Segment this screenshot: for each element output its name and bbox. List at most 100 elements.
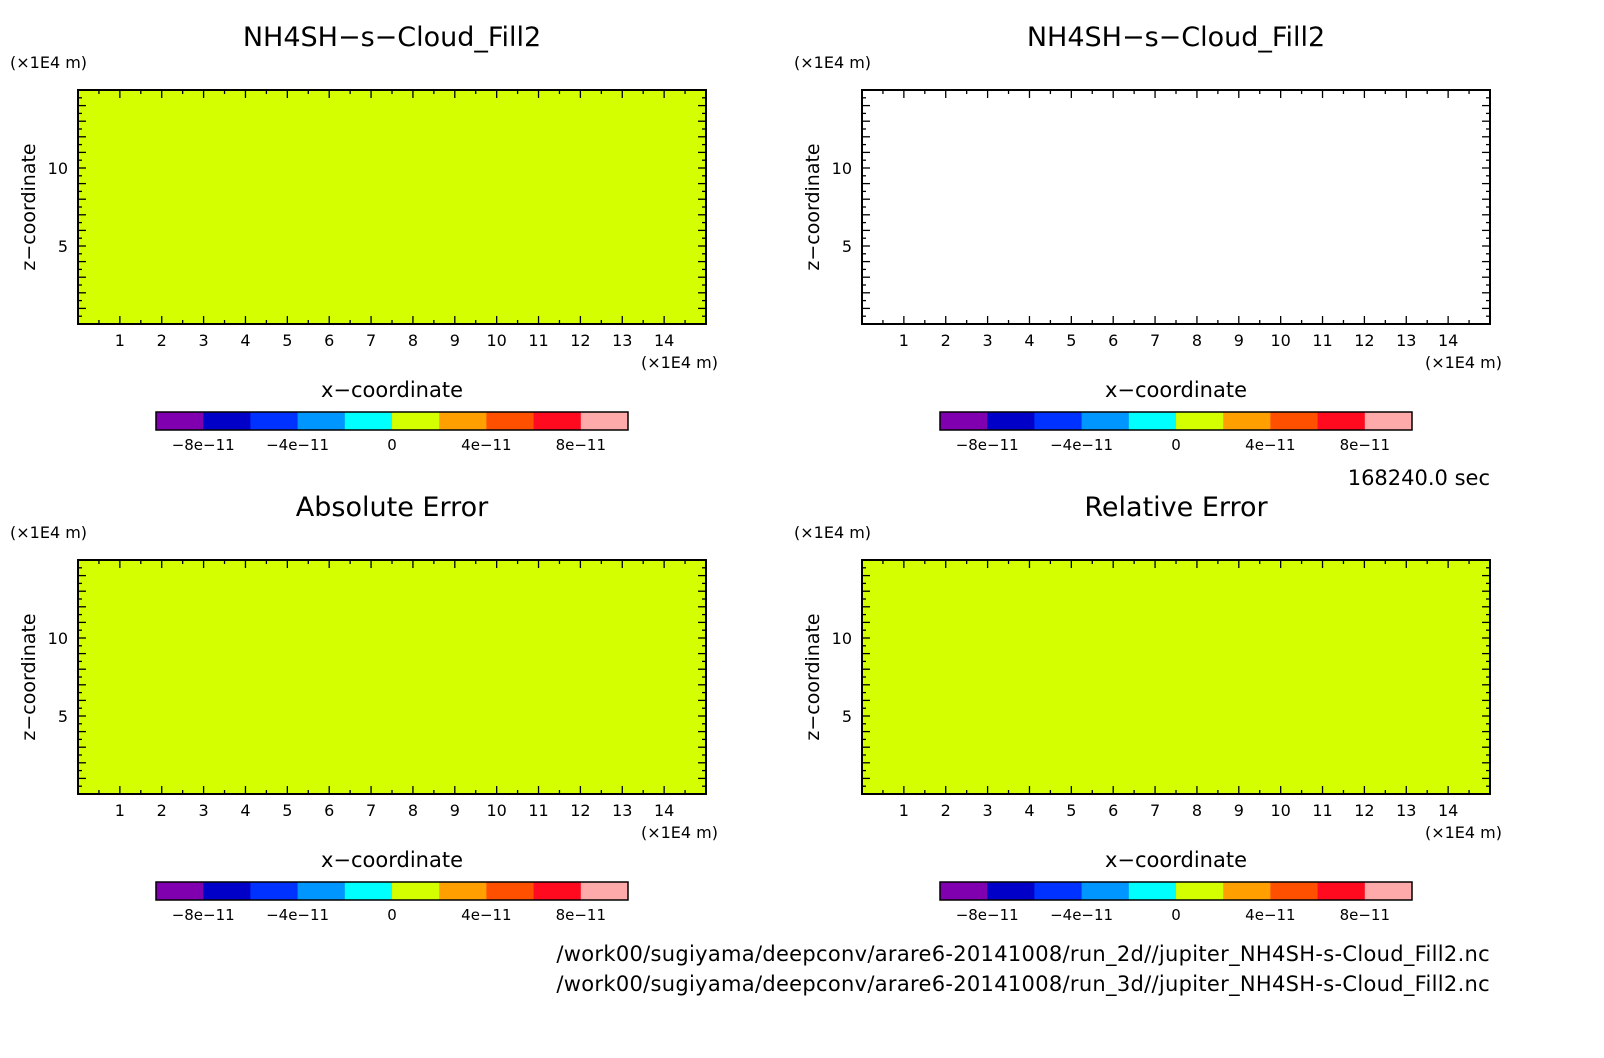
x-tick-label: 6 bbox=[324, 801, 334, 820]
x-tick-label: 1 bbox=[115, 331, 125, 350]
colorbar-tick-label: 4e−11 bbox=[1245, 906, 1295, 924]
x-tick-label: 1 bbox=[115, 801, 125, 820]
x-tick-label: 8 bbox=[1192, 801, 1202, 820]
y-tick-label: 10 bbox=[48, 159, 68, 178]
x-tick-label: 2 bbox=[157, 801, 167, 820]
colorbar-tick-label: 8e−11 bbox=[1340, 906, 1390, 924]
colorbar-segment bbox=[1270, 412, 1319, 430]
colorbar-segment bbox=[987, 412, 1035, 430]
x-unit-label: (×1E4 m) bbox=[641, 353, 718, 372]
colorbar-segment bbox=[203, 412, 251, 430]
x-tick-label: 11 bbox=[528, 331, 548, 350]
colorbar-segment bbox=[1081, 882, 1130, 900]
colorbar-tick-label: 4e−11 bbox=[461, 436, 511, 454]
x-tick-label: 14 bbox=[654, 331, 674, 350]
x-tick-label: 12 bbox=[1354, 331, 1374, 350]
colorbar-segment bbox=[486, 412, 535, 430]
y-tick-label: 5 bbox=[58, 237, 68, 256]
plot-frame bbox=[861, 89, 1491, 325]
colorbar-segment bbox=[987, 882, 1035, 900]
colorbar-frame bbox=[939, 881, 1413, 901]
colorbar-tick-label: 8e−11 bbox=[556, 906, 606, 924]
colorbar: −8e−11 −4e−11 0 4e−11 8e−11 bbox=[155, 881, 629, 924]
colorbar-segment bbox=[580, 882, 629, 900]
colorbar-segment bbox=[439, 412, 487, 430]
x-tick-label: 9 bbox=[1234, 331, 1244, 350]
colorbar-tick-label: 4e−11 bbox=[461, 906, 511, 924]
colorbar-segment bbox=[439, 882, 487, 900]
x-unit-label: (×1E4 m) bbox=[1425, 353, 1502, 372]
colorbar-segment bbox=[1128, 412, 1177, 430]
x-tick-label: 11 bbox=[528, 801, 548, 820]
plot-frame bbox=[77, 559, 707, 795]
x-unit-label: (×1E4 m) bbox=[641, 823, 718, 842]
x-tick-label: 2 bbox=[941, 331, 951, 350]
plot-frame bbox=[77, 89, 707, 325]
colorbar-tick-label: 0 bbox=[1171, 436, 1181, 454]
x-tick-label: 7 bbox=[366, 331, 376, 350]
x-tick-label: 6 bbox=[324, 331, 334, 350]
panel-title: NH4SH−s−Cloud_Fill2 bbox=[243, 22, 541, 53]
colorbar-segment bbox=[1317, 882, 1366, 900]
x-tick-label: 7 bbox=[1150, 801, 1160, 820]
x-tick-label: 3 bbox=[983, 331, 993, 350]
colorbar-segment bbox=[1364, 412, 1413, 430]
colorbar: −8e−11 −4e−11 0 4e−11 8e−11 bbox=[939, 411, 1413, 454]
panel-title: Relative Error bbox=[1084, 492, 1268, 523]
colorbar-frame bbox=[155, 881, 629, 901]
x-tick-label: 7 bbox=[1150, 331, 1160, 350]
colorbar-segment bbox=[250, 412, 299, 430]
x-tick-label: 6 bbox=[1108, 801, 1118, 820]
colorbar-tick-label: −4e−11 bbox=[266, 906, 329, 924]
colorbar-tick-label: 0 bbox=[387, 436, 397, 454]
x-tick-label: 13 bbox=[1396, 801, 1416, 820]
x-tick-label: 10 bbox=[486, 331, 506, 350]
colorbar-tick-label: −4e−11 bbox=[1050, 436, 1113, 454]
x-tick-label: 11 bbox=[1312, 801, 1332, 820]
colorbar-tick-label: −8e−11 bbox=[172, 436, 235, 454]
x-tick-label: 9 bbox=[450, 801, 460, 820]
colorbar-segment bbox=[203, 882, 251, 900]
colorbar-tick-label: −4e−11 bbox=[1050, 906, 1113, 924]
field-fill bbox=[78, 90, 706, 324]
y-tick-label: 10 bbox=[48, 629, 68, 648]
x-axis-label: x−coordinate bbox=[1105, 378, 1247, 402]
x-tick-label: 9 bbox=[1234, 801, 1244, 820]
y-axis-label: z−coordinate bbox=[802, 613, 824, 740]
x-axis-label: x−coordinate bbox=[321, 378, 463, 402]
field-fill bbox=[862, 90, 1490, 324]
x-tick-label: 3 bbox=[983, 801, 993, 820]
x-tick-label: 13 bbox=[612, 331, 632, 350]
x-tick-label: 5 bbox=[282, 331, 292, 350]
x-tick-label: 12 bbox=[570, 801, 590, 820]
x-tick-label: 13 bbox=[612, 801, 632, 820]
colorbar-tick-label: −8e−11 bbox=[172, 906, 235, 924]
y-tick-label: 10 bbox=[832, 159, 852, 178]
colorbar: −8e−11 −4e−11 0 4e−11 8e−11 bbox=[939, 881, 1413, 924]
field-fill bbox=[862, 560, 1490, 794]
x-tick-label: 4 bbox=[240, 801, 250, 820]
x-tick-label: 12 bbox=[1354, 801, 1374, 820]
y-unit-label: (×1E4 m) bbox=[794, 523, 871, 542]
x-tick-label: 10 bbox=[1270, 331, 1290, 350]
colorbar-segment bbox=[156, 882, 204, 900]
x-tick-label: 9 bbox=[450, 331, 460, 350]
x-tick-label: 7 bbox=[366, 801, 376, 820]
x-tick-label: 4 bbox=[1024, 801, 1034, 820]
x-axis-label: x−coordinate bbox=[1105, 848, 1247, 872]
colorbar-segment bbox=[392, 882, 440, 900]
panel-title: Absolute Error bbox=[296, 492, 489, 523]
colorbar-segment bbox=[344, 412, 393, 430]
colorbar-segment bbox=[940, 412, 988, 430]
x-tick-label: 12 bbox=[570, 331, 590, 350]
file-path-2d: /work00/sugiyama/deepconv/arare6-2014100… bbox=[556, 942, 1490, 966]
colorbar-tick-label: 0 bbox=[387, 906, 397, 924]
colorbar-tick-label: −8e−11 bbox=[956, 906, 1019, 924]
time-label: 168240.0 sec bbox=[1347, 466, 1490, 490]
colorbar-tick-label: 8e−11 bbox=[556, 436, 606, 454]
colorbar-segment bbox=[156, 412, 204, 430]
x-tick-label: 11 bbox=[1312, 331, 1332, 350]
panel-3: Absolute Error(×1E4 m)1 2 3 4 5 6 7 8 9 10 11 12 13 1… bbox=[10, 492, 718, 924]
